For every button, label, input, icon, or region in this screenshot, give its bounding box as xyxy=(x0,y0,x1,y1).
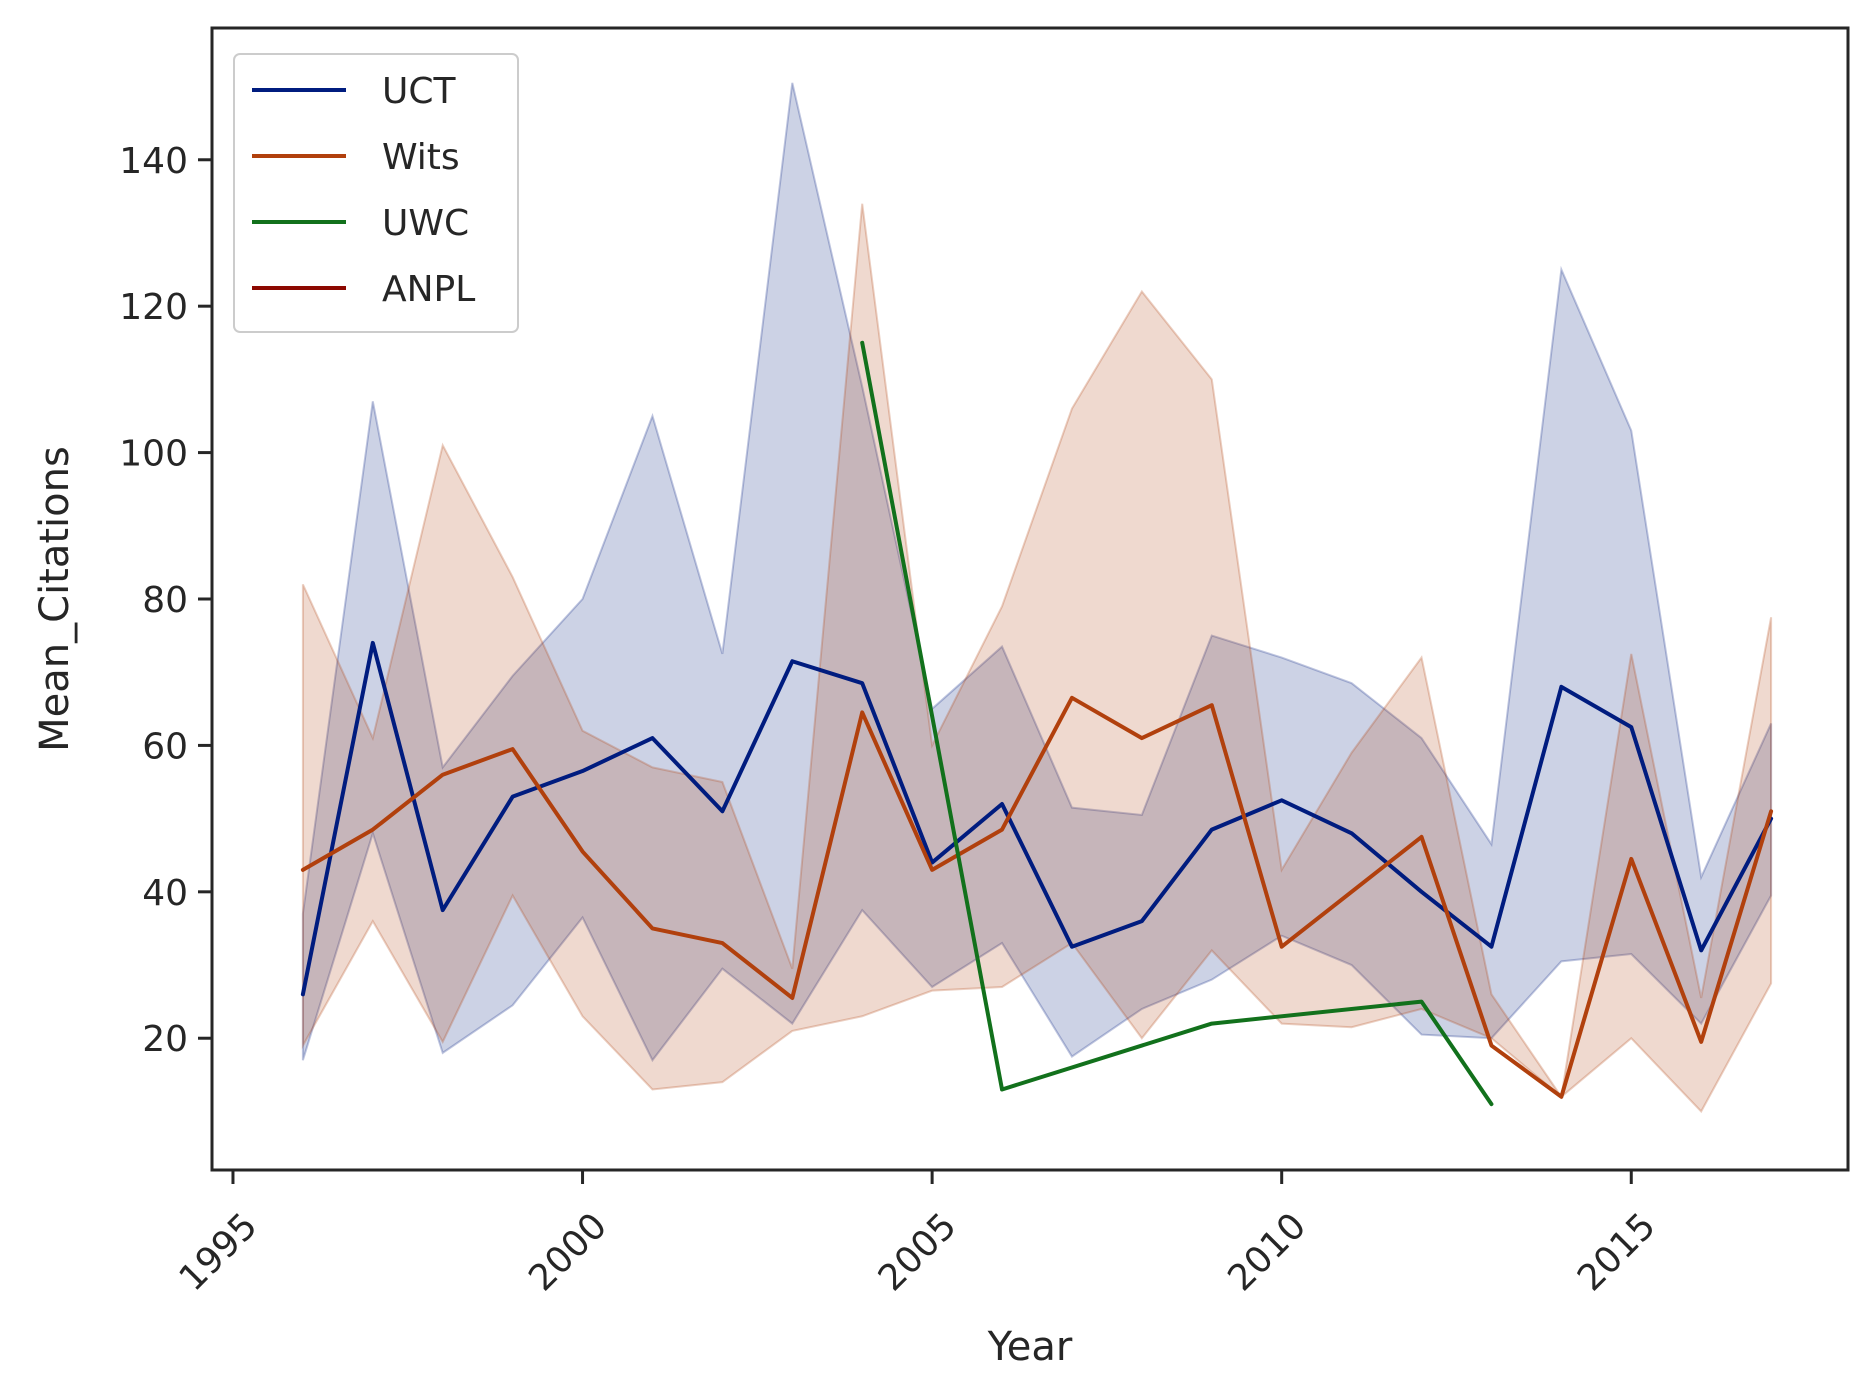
y-axis-ticks: 20 40 60 80 100 120 140 xyxy=(119,141,212,1060)
band-uct xyxy=(301,82,1773,1063)
y-tick-label: 100 xyxy=(119,434,188,475)
y-tick-label: 40 xyxy=(142,873,188,914)
x-axis-label: Year xyxy=(987,1324,1073,1370)
legend-label-wits: Wits xyxy=(382,137,460,178)
y-tick-label: 20 xyxy=(142,1019,188,1060)
legend: UCT Wits UWC ANPL xyxy=(233,53,519,333)
confidence-bands xyxy=(301,82,1773,1114)
y-tick-label: 80 xyxy=(142,580,188,621)
legend-box xyxy=(233,53,519,333)
line-uct xyxy=(300,640,1774,997)
legend-label-anpl: ANPL xyxy=(382,269,475,310)
y-tick-label: 120 xyxy=(119,287,188,328)
line-uwc xyxy=(860,340,1494,1107)
band-wits xyxy=(301,203,1773,1114)
legend-label-uwc: UWC xyxy=(382,203,469,244)
series-lines xyxy=(300,340,1774,1107)
y-tick-label: 140 xyxy=(119,141,188,182)
line-wits xyxy=(300,695,1774,1099)
y-axis-label: Mean_Citations xyxy=(32,446,78,752)
y-tick-label: 60 xyxy=(142,726,188,767)
legend-label-uct: UCT xyxy=(382,71,456,112)
